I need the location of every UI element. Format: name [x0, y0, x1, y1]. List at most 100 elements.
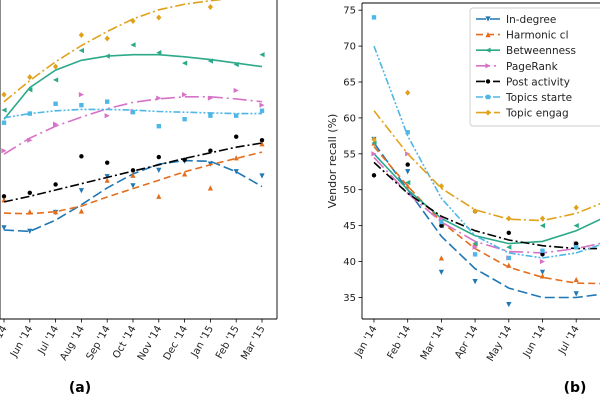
x-tick-label: May '14	[485, 324, 514, 364]
data-point-pagerank	[233, 87, 239, 94]
data-point-harmonic-closeness	[156, 193, 162, 199]
x-tick-label: Jun '14	[521, 324, 548, 360]
legend-label-in-degree: In-degree	[506, 14, 556, 26]
legend-marker-harmonic-cl	[485, 32, 491, 38]
y-tick-label: 50	[343, 185, 356, 196]
data-point-topic-engag	[371, 136, 377, 143]
data-point-betweenness	[53, 77, 59, 83]
data-point-in-degree	[506, 302, 512, 308]
x-tick-label: Jun '14	[8, 324, 35, 360]
data-point-in-degree	[438, 269, 444, 275]
plot-area	[1, 0, 265, 234]
y-tick-label: 75	[343, 6, 356, 17]
data-point-post-activity	[27, 190, 32, 196]
legend-marker-in-degree	[485, 16, 491, 22]
x-tick-label: Apr '14	[453, 324, 481, 361]
trend-line-topic-engag	[373, 110, 600, 222]
data-point-in-degree	[573, 291, 579, 297]
y-tick-label: 65	[343, 78, 356, 89]
x-tick-label: Jan '15	[189, 324, 216, 360]
legend-label-betweenness: Betweenness	[506, 45, 576, 57]
data-point-topic-engag	[506, 215, 512, 222]
data-point-in-degree	[539, 269, 546, 275]
data-point-harmonic-closeness	[182, 171, 188, 177]
x-tick-label: Jan '14	[353, 324, 380, 360]
data-point-topics-started	[208, 113, 213, 118]
chart-legend: In-degree Harmonic cl Betweenness PageRank P…	[469, 7, 600, 127]
data-point-betweenness	[1, 107, 7, 113]
legend-label-topic-engag: Topic engag	[505, 108, 569, 120]
y-tick-label: 55	[343, 149, 356, 160]
x-tick-label: Jul '14	[36, 324, 61, 357]
data-point-post-activity	[371, 173, 377, 178]
x-tick-label: Jul '14	[556, 324, 581, 357]
data-point-pagerank	[53, 121, 59, 127]
data-point-post-activity	[259, 138, 265, 143]
data-point-topics-started	[53, 101, 58, 106]
data-point-harmonic-closeness	[233, 155, 239, 161]
data-point-post-activity	[439, 223, 444, 228]
data-point-pagerank	[27, 137, 33, 143]
data-point-in-degree	[472, 279, 478, 285]
data-point-topics-started	[234, 113, 239, 118]
data-point-post-activity	[1, 194, 7, 199]
data-point-topics-started	[130, 109, 136, 115]
data-point-topics-started	[156, 123, 161, 129]
data-point-betweenness	[130, 42, 136, 48]
trend-line-harmonic-closeness	[3, 151, 263, 215]
data-point-topic-engagement	[156, 14, 162, 21]
data-point-topics-started	[105, 99, 110, 104]
data-point-topics-started	[79, 102, 84, 108]
data-point-betweenness	[573, 223, 579, 229]
legend-marker-post-activity	[485, 79, 491, 84]
data-point-topics-started	[259, 108, 265, 113]
data-point-in-degree	[259, 173, 265, 179]
data-point-post-activity	[79, 154, 84, 159]
data-point-betweenness	[207, 58, 213, 64]
trend-line-betweenness	[373, 153, 600, 245]
x-tick-label: Aug '14	[58, 324, 87, 363]
data-point-topics-started	[182, 116, 187, 122]
data-point-post-activity	[506, 230, 511, 236]
data-point-pagerank	[78, 92, 84, 98]
data-point-topic-engagement	[53, 63, 59, 70]
data-point-pagerank	[1, 148, 7, 154]
y-tick-label: 45	[343, 221, 356, 232]
data-point-post-activity	[208, 148, 213, 153]
data-point-topics-starte	[506, 255, 511, 261]
data-point-post-activity	[105, 160, 110, 165]
data-point-pagerank	[259, 102, 265, 108]
data-point-topic-engag	[472, 208, 478, 215]
data-point-post-activity	[53, 182, 58, 187]
data-point-betweenness	[182, 60, 188, 66]
data-point-post-activity	[234, 134, 239, 139]
data-point-betweenness	[506, 244, 512, 250]
data-point-betweenness	[78, 47, 84, 54]
data-point-betweenness	[259, 52, 265, 58]
data-point-harmonic-closeness	[207, 185, 213, 191]
trend-line-pagerank	[373, 156, 600, 254]
data-point-harmonic-closeness	[53, 209, 59, 215]
data-point-harmonic-closeness	[78, 208, 84, 214]
data-point-in-degree	[1, 225, 7, 231]
data-point-topic-engagement	[78, 32, 84, 39]
trend-line-topics-starte	[373, 45, 600, 259]
data-point-topic-engag	[573, 204, 579, 211]
panel-label-b: (b)	[564, 380, 587, 396]
x-tick-label: Feb '15	[214, 324, 242, 361]
x-tick-label: Dec '14	[162, 324, 191, 362]
legend-label-harmonic-cl: Harmonic cl	[506, 30, 569, 42]
legend-marker-pagerank	[485, 63, 491, 69]
data-point-topics-starte	[371, 15, 377, 20]
data-point-harmonic-cl	[573, 276, 579, 283]
data-point-topic-engagement	[207, 4, 213, 11]
legend-box	[469, 7, 600, 127]
data-point-harmonic-cl	[539, 273, 546, 279]
trend-line-topic-engagement	[3, 0, 225, 103]
data-point-topic-engagement	[130, 18, 136, 25]
y-tick-label: 40	[343, 257, 356, 268]
data-point-betweenness	[405, 179, 411, 186]
data-point-in-degree	[405, 169, 411, 175]
plot-area	[371, 15, 600, 308]
panel-label-a: (a)	[69, 380, 91, 396]
